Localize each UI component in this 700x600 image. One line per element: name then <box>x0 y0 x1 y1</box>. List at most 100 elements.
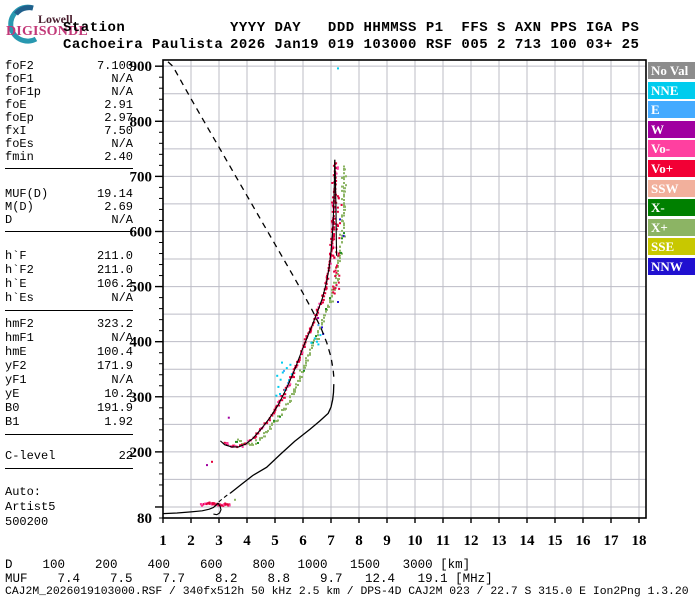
echo-dot <box>288 379 290 382</box>
echo-dot <box>329 252 331 255</box>
echo-dot <box>331 203 334 206</box>
echo-dot <box>208 502 211 505</box>
echo-dot <box>333 197 336 200</box>
plot-border <box>162 59 647 519</box>
echo-dot <box>249 443 251 446</box>
echo-dot <box>334 269 337 272</box>
legend-item-x+: X+ <box>648 218 695 236</box>
echo-dot <box>323 288 327 291</box>
echo-dot <box>307 332 310 335</box>
echo-dot <box>279 415 281 418</box>
echo-dot <box>330 237 333 240</box>
echo-dot <box>285 403 287 406</box>
echo-dot <box>321 298 325 301</box>
echo-dot <box>334 287 337 290</box>
echo-dot <box>331 295 333 298</box>
echo-dot <box>307 359 309 362</box>
echo-dot <box>303 369 305 372</box>
param-row-fxI: fxI 7.50 <box>5 124 133 138</box>
echo-dot <box>232 444 236 447</box>
echo-dot <box>337 270 339 272</box>
lowell-digisonde-logo: Lowell DIGISONDE <box>0 2 95 44</box>
echo-dot <box>279 378 282 381</box>
echo-classification-legend: No Val NNE E W Vo- Vo+ SSW X- X+ SSE NNW <box>648 62 697 278</box>
echo-dot <box>315 308 319 311</box>
param-row-fmin: fmin 2.40 <box>5 150 133 164</box>
echo-dot <box>321 326 323 329</box>
echo-dot <box>321 301 324 304</box>
echo-dot <box>317 331 319 334</box>
artist-fitted-trace-return <box>334 159 338 256</box>
x-axis-label-2: 2 <box>187 533 195 549</box>
x-axis-label-4: 4 <box>243 533 251 549</box>
echo-dot <box>331 228 333 231</box>
echo-dot <box>331 300 334 303</box>
logo-arc-icon <box>8 4 38 44</box>
echo-dot <box>343 232 345 235</box>
echo-dot <box>336 195 339 198</box>
echo-dot <box>300 353 303 356</box>
echo-dot <box>333 256 336 259</box>
echo-dot <box>319 334 322 337</box>
echo-dot <box>331 245 334 248</box>
echo-dot <box>292 368 295 371</box>
echo-dot <box>341 241 343 244</box>
artist-fitted-trace <box>220 159 336 448</box>
param-row-foEp: foEp 2.97 <box>5 111 133 125</box>
echo-dot <box>335 281 337 284</box>
echo-dot <box>341 198 343 201</box>
echo-dot <box>331 239 334 242</box>
echo-dot <box>311 324 314 327</box>
echo-dot <box>275 404 278 407</box>
x-axis-label-14: 14 <box>520 533 536 549</box>
echo-dot <box>310 341 313 344</box>
echo-dot <box>289 401 291 403</box>
echo-dot <box>295 386 297 389</box>
legend-item-ssw: SSW <box>648 179 695 197</box>
muf-row: MUF 7.4 7.5 7.7 8.2 8.8 9.7 12.4 19.1 [M… <box>5 572 493 586</box>
echo-dot <box>339 245 341 248</box>
echo-dot <box>332 285 335 288</box>
y-axis-label-800: 800 <box>130 114 153 130</box>
echo-dot <box>283 369 285 372</box>
echo-dot <box>293 393 295 396</box>
echo-dot <box>332 204 335 207</box>
echo-dot <box>281 409 284 411</box>
echo-dot <box>331 210 334 213</box>
x-axis-label-1: 1 <box>159 533 167 549</box>
echo-dot <box>316 314 318 317</box>
echo-dot <box>332 234 335 237</box>
echo-dot <box>239 444 241 447</box>
echo-dot <box>323 316 325 319</box>
echo-dot <box>327 305 330 308</box>
param-row-foEs: foEs N/A <box>5 137 133 151</box>
echo-dot <box>334 275 337 278</box>
echo-dot <box>275 420 278 423</box>
echo-dot <box>338 274 341 277</box>
echo-dot <box>317 311 320 314</box>
echo-dot <box>343 202 345 205</box>
echo-dot <box>298 359 301 361</box>
echo-dot <box>341 185 344 188</box>
echo-dot <box>277 415 280 418</box>
echo-dot <box>272 412 276 415</box>
echo-dot <box>309 353 311 356</box>
x-axis-label-3: 3 <box>215 533 223 549</box>
echo-dot <box>271 423 273 426</box>
x-axis-label-18: 18 <box>632 533 647 549</box>
legend-item-no-val: No Val <box>648 62 695 79</box>
echo-dot <box>317 334 319 337</box>
echo-dot <box>265 431 268 434</box>
echo-dot <box>301 351 304 354</box>
header-fields-values: 2026 Jan19 019 103000 RSF 005 2 713 100 … <box>230 37 640 53</box>
echo-dot <box>339 260 341 263</box>
echo-dot <box>225 442 229 445</box>
param-row-hmF2: hmF2 323.2 <box>5 317 133 331</box>
echo-dot <box>269 425 271 428</box>
echo-dot <box>330 220 333 223</box>
echo-dot <box>323 320 325 323</box>
echo-dot <box>323 314 326 317</box>
echo-dot <box>271 422 273 425</box>
echo-dot <box>297 384 299 386</box>
